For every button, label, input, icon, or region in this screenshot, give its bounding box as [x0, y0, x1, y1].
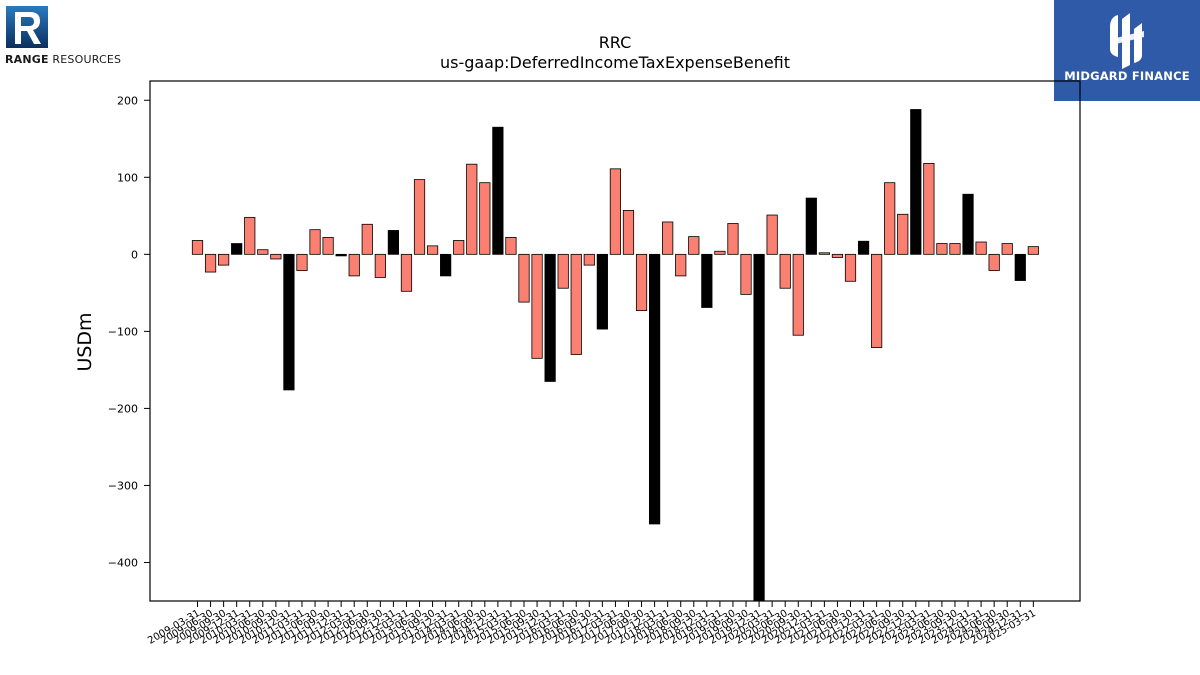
bar [766, 214, 778, 255]
y-axis-label: USDm [74, 312, 96, 371]
bar [753, 253, 765, 602]
bar [400, 253, 413, 292]
midgard-finance-mark-icon [1110, 13, 1144, 69]
bar [374, 253, 386, 278]
bar [649, 253, 661, 525]
bar [596, 253, 608, 330]
y-tick-label: 0 [131, 248, 138, 261]
bar [479, 182, 491, 255]
bar [413, 179, 426, 255]
bar [923, 163, 935, 255]
bar [675, 253, 687, 277]
bar [257, 249, 269, 255]
bar [361, 223, 373, 255]
midgard-finance-wordmark: MIDGARD FINANCE [1064, 69, 1190, 83]
bar [204, 253, 217, 273]
bar [871, 253, 883, 348]
bar [779, 253, 791, 289]
bar [505, 236, 517, 255]
bar [544, 253, 556, 382]
bar [844, 253, 857, 282]
bar [962, 193, 974, 255]
range-resources-mark-icon [6, 6, 48, 48]
bar [818, 252, 830, 255]
bar [231, 243, 243, 255]
bar [348, 253, 360, 277]
bar [570, 253, 582, 355]
bar [218, 253, 230, 266]
bar [609, 168, 622, 255]
bar [453, 240, 465, 255]
bar [714, 250, 726, 255]
bar [975, 241, 987, 255]
bar [426, 245, 439, 255]
midgard-finance-logo: MIDGARD FINANCE [1054, 0, 1200, 101]
chart-subtitle: us-gaap:DeferredIncomeTaxExpenseBenefit [440, 53, 790, 72]
bar [492, 126, 504, 255]
y-tick-label: 200 [117, 94, 138, 107]
range-resources-wordmark: RANGE RESOURCES [5, 53, 122, 66]
bar [296, 253, 308, 271]
y-tick-label: 100 [117, 171, 138, 184]
y-tick-label: −200 [108, 402, 138, 415]
bar [440, 253, 452, 277]
bar [270, 253, 282, 260]
bar [531, 253, 543, 359]
bar [335, 253, 347, 257]
bar [622, 210, 635, 255]
bar [387, 230, 400, 255]
bar [635, 253, 648, 311]
bar [518, 253, 530, 303]
bar [1001, 243, 1013, 255]
bar [557, 253, 569, 289]
range-resources-logo: RANGE RESOURCES [4, 4, 134, 66]
bar [309, 229, 321, 255]
bar [191, 240, 204, 255]
bar [727, 223, 739, 255]
y-tick-label: −400 [108, 556, 138, 569]
y-tick-label: −100 [108, 325, 138, 338]
bar [583, 253, 595, 266]
bar [792, 253, 804, 336]
bar [662, 221, 674, 255]
bar [897, 213, 909, 255]
chart-title: RRC [599, 33, 632, 52]
bar [283, 253, 295, 391]
bar [701, 253, 713, 308]
bar [1014, 253, 1026, 281]
bar [988, 253, 1000, 271]
bar [910, 109, 922, 255]
bar [688, 236, 700, 255]
bar [740, 253, 752, 295]
bar [949, 243, 961, 255]
bar [936, 243, 948, 255]
bar [884, 182, 896, 255]
bar [244, 216, 256, 255]
bar [857, 240, 870, 255]
bar [322, 236, 334, 255]
bar [466, 163, 478, 255]
bar [1027, 246, 1039, 255]
y-tick-label: −300 [108, 479, 138, 492]
bar [805, 197, 817, 255]
bar [831, 253, 844, 258]
